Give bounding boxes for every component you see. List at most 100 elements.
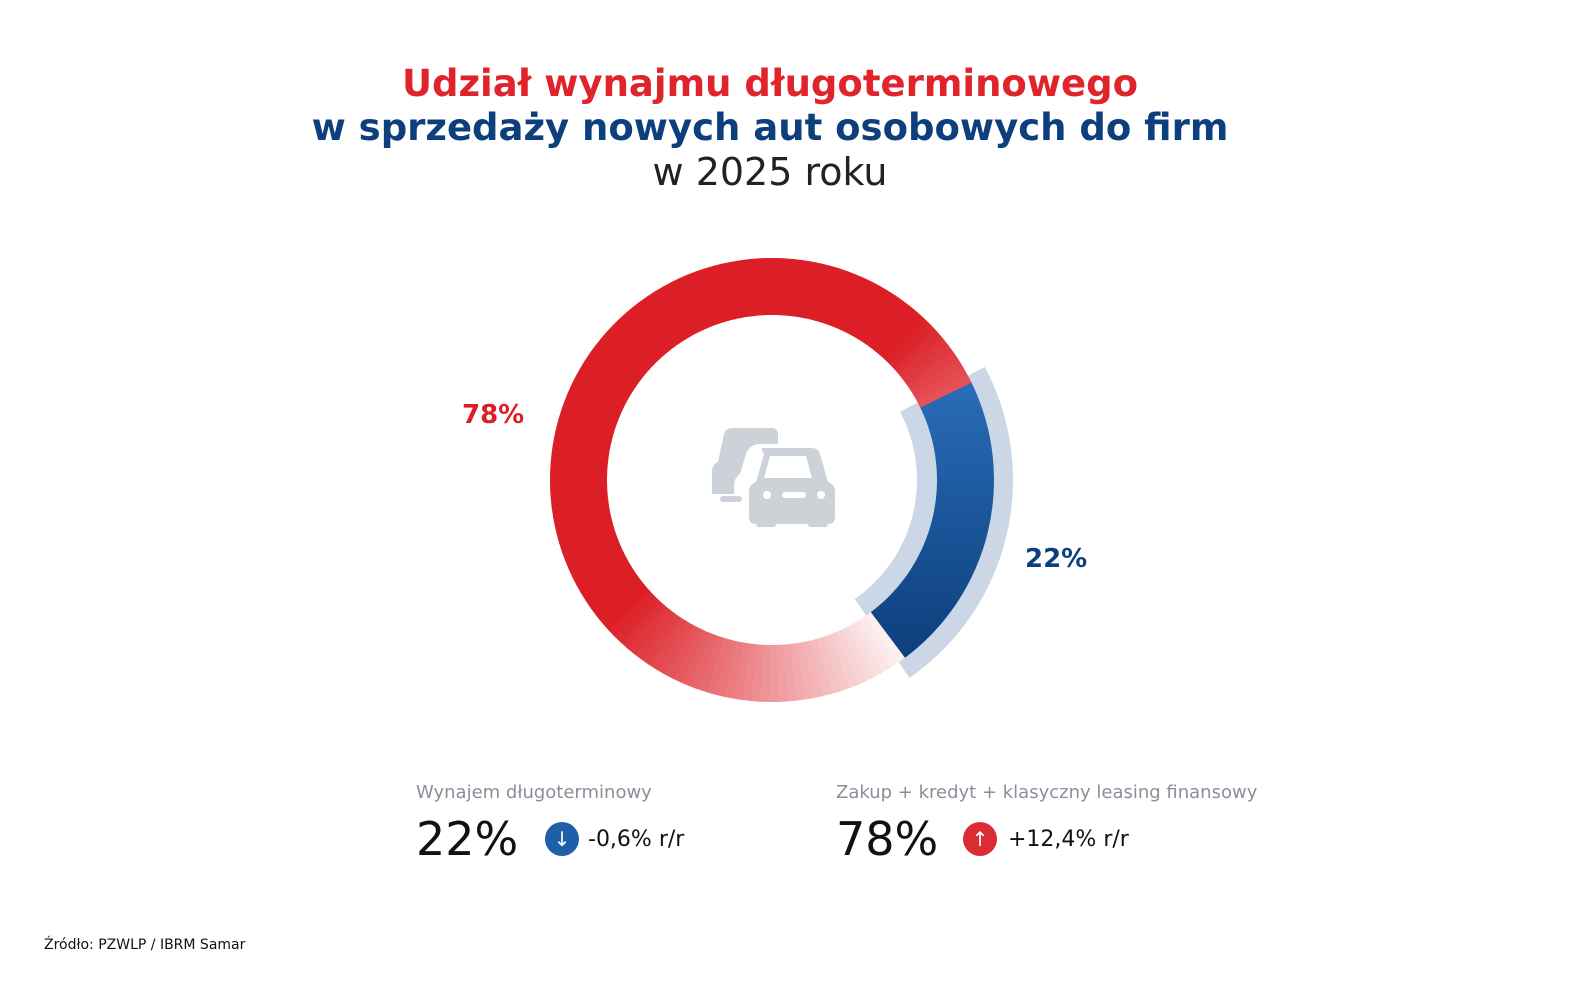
slice-zakup-part — [618, 312, 664, 361]
slice-zakup-part — [809, 638, 833, 697]
slice-zakup-part — [561, 400, 618, 429]
slice-zakup-part — [902, 344, 954, 386]
slice-zakup-part — [820, 267, 848, 325]
slice-zakup-part — [576, 557, 631, 594]
slice-zakup-part — [575, 367, 630, 404]
slice-zakup-part — [868, 300, 911, 352]
slice-zakup-part — [633, 609, 676, 661]
slice-zakup-part — [654, 286, 692, 340]
data-label-22: 22% — [1025, 544, 1088, 574]
slice-zakup-part — [663, 624, 699, 679]
slice-zakup-part — [585, 569, 638, 610]
slice-zakup-part — [795, 641, 815, 700]
slice-wynajem — [870, 382, 994, 658]
slice-zakup-part — [564, 391, 621, 422]
chart-title: Udział wynajmu długoterminowego — [401, 62, 1139, 105]
slice-zakup-part — [550, 480, 608, 491]
slice-zakup-part — [705, 637, 731, 695]
data-label-78: 78% — [462, 400, 525, 430]
slice-zakup-part — [852, 619, 891, 674]
slice-zakup-part — [781, 258, 795, 316]
slice-zakup-part — [656, 620, 693, 675]
slice-zakup-part — [879, 311, 925, 360]
slice-zakup-part — [607, 590, 656, 637]
slice-zakup-part — [913, 366, 969, 403]
slice-zakup-part — [857, 290, 897, 344]
slice-zakup-part — [723, 640, 744, 699]
slice-zakup-part — [833, 273, 865, 331]
slice-zakup-part — [551, 500, 610, 518]
slice-zakup-part — [730, 260, 749, 318]
slice-zakup-part — [766, 258, 777, 316]
slice-zakup-part — [864, 612, 905, 664]
slice-zakup-part — [688, 632, 718, 690]
slice-zakup-part — [893, 330, 943, 375]
slice-zakup-part — [600, 331, 650, 376]
chart-subtitle: w sprzedaży nowych aut osobowych do firm — [311, 106, 1229, 149]
slice-zakup-part — [625, 306, 670, 357]
slice-zakup-part — [662, 281, 698, 337]
slice-zakup-part — [620, 600, 666, 650]
slice-zakup-part — [550, 486, 608, 500]
slice-zakup-part — [556, 417, 614, 442]
slice-zakup-part — [606, 324, 655, 371]
slice-zakup-part — [828, 632, 858, 689]
legend-label: Zakup + kredyt + klasyczny leasing finan… — [836, 782, 1258, 803]
slice-zakup-part — [898, 337, 949, 381]
slice-zakup-part — [696, 635, 724, 693]
slice-zakup-part — [739, 259, 756, 317]
slice-zakup-part — [721, 261, 742, 320]
slice-zakup-part — [550, 453, 609, 468]
slice-zakup-part — [626, 604, 671, 655]
slice-zakup-part — [579, 360, 634, 398]
slice-zakup-part — [847, 623, 883, 678]
slice-zakup-part — [794, 260, 813, 318]
legend-value: 22% — [416, 812, 519, 866]
slice-zakup-part — [678, 274, 710, 331]
legend-change: -0,6% r/r — [588, 827, 685, 852]
slice-zakup-part — [740, 643, 757, 702]
slice-zakup-part — [839, 277, 873, 333]
chart-subtitle-year: w 2025 roku — [652, 150, 888, 194]
slice-zakup-part — [589, 345, 641, 387]
slice-zakup-part — [822, 634, 850, 692]
slice-zakup-part — [889, 323, 938, 370]
slice-zakup-part — [564, 539, 622, 570]
slice-zakup-part — [561, 533, 619, 562]
slice-zakup-part — [840, 626, 875, 682]
slice-zakup-part — [571, 375, 627, 410]
slice-zakup-part — [858, 616, 898, 669]
slice-zakup-part — [671, 627, 705, 683]
slice-zakup-part — [775, 644, 788, 702]
slice-zakup-part — [906, 351, 959, 392]
slice-zakup-part — [801, 261, 822, 320]
source-note: Źródło: PZWLP / IBRM Samar — [44, 937, 246, 953]
slice-zakup-part — [554, 513, 613, 536]
slice-zakup-part — [714, 639, 737, 697]
arrow-up-icon: ↑ — [963, 822, 997, 856]
slice-zakup-part — [550, 462, 608, 475]
slice-zakup-part — [567, 383, 624, 416]
slice-zakup-part — [695, 268, 723, 326]
legend-change: +12,4% r/r — [1008, 827, 1129, 852]
slice-zakup-part — [789, 643, 806, 701]
legend-label: Wynajem długoterminowy — [416, 782, 652, 803]
slice-zakup-part — [601, 585, 651, 631]
slice-zakup-part — [639, 295, 681, 348]
slice-zakup-part — [551, 444, 610, 462]
arrow-down-icon: ↓ — [545, 822, 579, 856]
slice-zakup-part — [595, 580, 647, 624]
slice-zakup-part — [558, 408, 616, 435]
slice-zakup-part — [802, 640, 824, 699]
slice-zakup-part — [670, 278, 704, 334]
slice-zakup-part — [834, 629, 867, 686]
slice-zakup-part — [731, 642, 751, 701]
slice-zakup-part — [757, 258, 769, 316]
slice-zakup-part — [554, 426, 612, 448]
slice-zakup-part — [594, 338, 646, 381]
slice-zakup-part — [807, 263, 831, 321]
slice-zakup-part — [814, 265, 840, 323]
slice-zakup-part — [646, 290, 686, 344]
slice-zakup-part — [641, 613, 682, 666]
